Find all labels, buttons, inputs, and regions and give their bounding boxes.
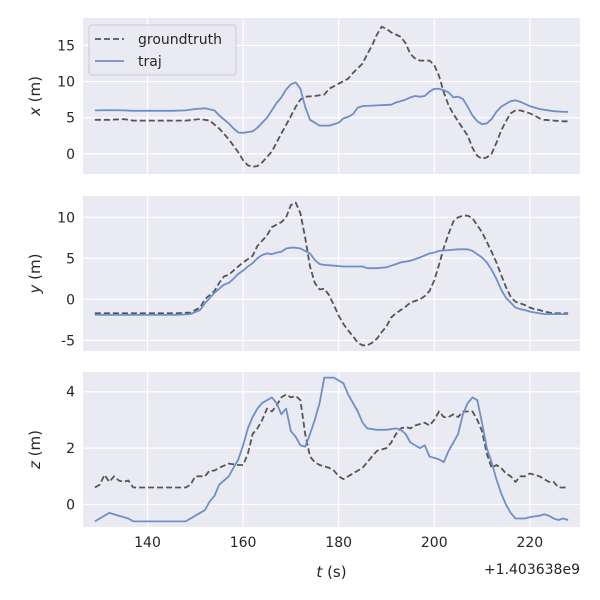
series-line-groundtruth xyxy=(94,201,569,347)
y-axis-label: x (m) xyxy=(26,76,44,117)
plot-area xyxy=(83,196,580,351)
y-axis-label-variable: x xyxy=(26,107,44,117)
x-tick-label: 180 xyxy=(325,535,352,551)
y-tick-label: 15 xyxy=(57,38,75,54)
x-tick-label: 140 xyxy=(134,535,161,551)
legend-box xyxy=(88,24,237,76)
y-tick-label: 2 xyxy=(66,441,75,457)
legend-label-groundtruth: groundtruth xyxy=(138,32,222,48)
series-line-groundtruth xyxy=(94,393,569,489)
legend: groundtruth traj xyxy=(88,24,237,76)
y-axis-label-variable: y xyxy=(26,283,44,294)
x-axis-label-variable: t xyxy=(316,563,323,581)
legend-label-traj: traj xyxy=(138,54,162,70)
y-axis-label: z (m) xyxy=(26,430,44,470)
y-tick-label: 0 xyxy=(66,497,75,513)
series-line-traj xyxy=(94,376,569,523)
y-axis-label-unit: (m) xyxy=(26,430,44,461)
x-axis-label-unit: (s) xyxy=(322,563,346,581)
y-tick-label: -5 xyxy=(61,333,75,349)
series-line-traj xyxy=(94,246,569,316)
subplot-3: 0 2 4 140 160 180 200 220 z (m) t (s) +1.403638e9 xyxy=(26,372,580,581)
y-axis-label-variable: z xyxy=(26,460,44,470)
subplot-1: 0 5 10 15 x (m) groundtruth traj xyxy=(26,18,580,174)
x-tick-label: 200 xyxy=(421,535,448,551)
plot-area xyxy=(83,372,580,527)
y-tick-label: 10 xyxy=(57,210,75,226)
subplot-2: -5 0 5 10 y (m) xyxy=(26,196,580,351)
y-tick-label: 5 xyxy=(66,111,75,127)
series-line-groundtruth xyxy=(94,25,569,168)
y-tick-label: 0 xyxy=(66,292,75,308)
series-line-traj xyxy=(94,81,569,134)
y-axis-label-unit: (m) xyxy=(26,76,44,107)
y-tick-label: 10 xyxy=(57,75,75,91)
y-tick-label: 0 xyxy=(66,147,75,163)
y-axis-label-unit: (m) xyxy=(26,254,44,285)
y-axis-label: y (m) xyxy=(26,254,44,295)
x-tick-label: 220 xyxy=(516,535,543,551)
x-axis-label: t (s) xyxy=(316,563,346,581)
y-tick-label: 5 xyxy=(66,251,75,267)
x-tick-label: 160 xyxy=(230,535,257,551)
x-offset-label: +1.403638e9 xyxy=(484,562,580,578)
y-tick-label: 4 xyxy=(66,385,75,401)
